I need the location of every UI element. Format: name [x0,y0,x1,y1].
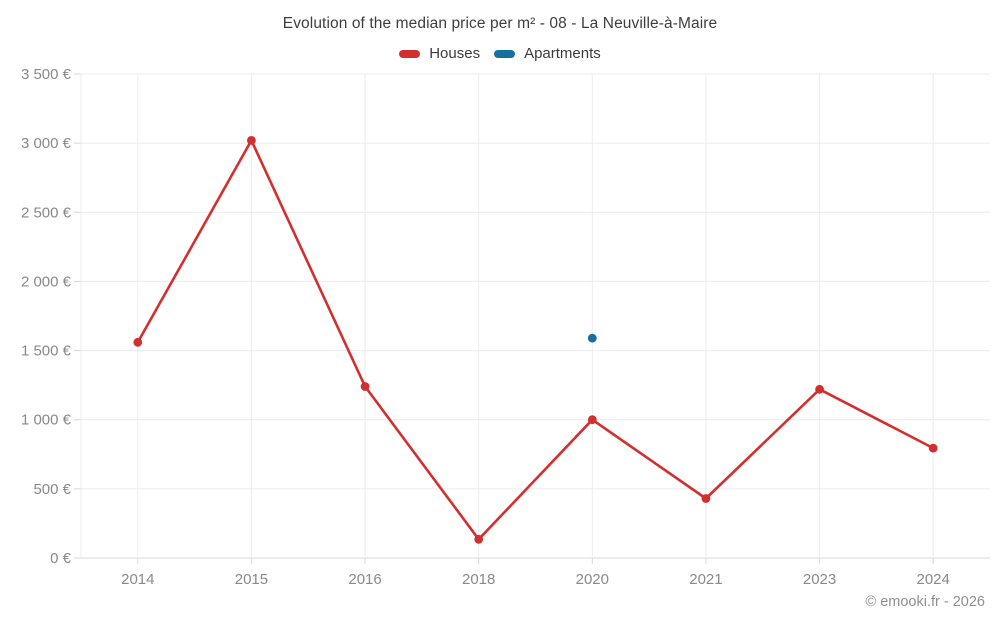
chart-legend: Houses Apartments [0,45,1000,62]
x-tick-label: 2020 [576,571,609,588]
legend-label-houses: Houses [429,45,481,62]
x-tick-label: 2018 [462,571,495,588]
x-tick-label: 2023 [803,571,836,588]
y-tick-label: 1 000 € [21,412,72,429]
houses-swatch-icon [399,49,421,58]
x-tick-label: 2024 [917,571,950,588]
x-tick-label: 2021 [689,571,722,588]
x-tick-label: 2014 [121,571,154,588]
houses-data-point[interactable] [701,494,711,503]
y-tick-label: 2 500 € [21,204,72,221]
houses-data-point[interactable] [928,443,938,453]
houses-data-point[interactable] [360,382,370,391]
legend-item-houses[interactable]: Houses [399,45,480,62]
y-tick-label: 500 € [33,481,71,498]
chart-title: Evolution of the median price per m² - 0… [282,15,718,32]
x-tick-label: 2015 [235,571,268,588]
footer-credit: © emooki.fr - 2026 [865,594,985,610]
houses-data-point[interactable] [587,415,597,425]
y-tick-label: 3 000 € [21,135,72,152]
legend-item-apartments[interactable]: Apartments [494,45,601,62]
y-tick-label: 2 000 € [21,273,72,290]
y-tick-label: 1 500 € [21,343,72,360]
y-tick-label: 3 500 € [21,66,72,83]
houses-line [136,139,935,541]
houses-data-point[interactable] [474,534,484,544]
y-tick-label: 0 € [50,550,72,567]
houses-data-point[interactable] [133,337,143,347]
houses-data-point[interactable] [247,136,256,145]
x-tick-label: 2016 [348,571,381,588]
apartments-swatch-icon [494,49,516,58]
houses-data-point[interactable] [815,384,824,394]
apartments-data-point[interactable] [587,333,597,343]
legend-label-apartments: Apartments [524,45,601,62]
